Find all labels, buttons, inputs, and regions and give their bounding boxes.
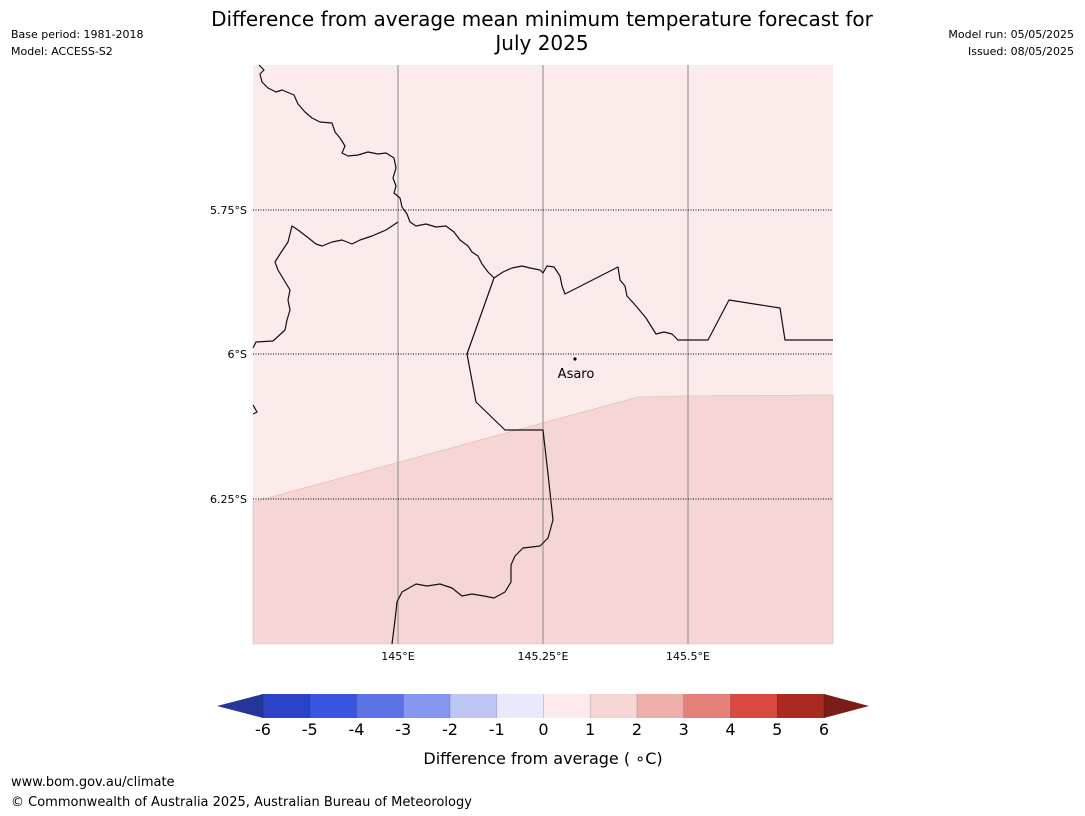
colorbar-tick-label: 5 <box>772 720 782 739</box>
town-marker-asaro <box>573 357 577 361</box>
metadata-left: Base period: 1981-2018 Model: ACCESS-S2 <box>11 26 143 60</box>
colorbar-ticks: -6 -5 -4 -3 -2 -1 0 1 2 3 4 5 6 <box>255 720 829 739</box>
colorbar-tick-label: -2 <box>442 720 458 739</box>
colorbar-swatch <box>777 694 825 718</box>
colorbar-tick-label: -1 <box>489 720 505 739</box>
colorbar-swatch <box>450 694 498 718</box>
lon-label: 145.5°E <box>666 650 710 663</box>
lon-label: 145.25°E <box>518 650 569 663</box>
model-text: Model: ACCESS-S2 <box>11 45 113 58</box>
colorbar-tick-label: -5 <box>302 720 318 739</box>
lat-label: 5.75°S <box>210 204 247 217</box>
colorbar-swatch <box>356 694 404 718</box>
colorbar-swatch <box>309 694 357 718</box>
model-run-text: Model run: 05/05/2025 <box>948 28 1074 41</box>
colorbar-swatch <box>637 694 685 718</box>
latitude-labels: 5.75°S 6°S 6.25°S <box>210 204 247 506</box>
colorbar-extend-max <box>824 694 869 718</box>
colorbar-tick-label: -6 <box>255 720 271 739</box>
colorbar-swatch <box>730 694 778 718</box>
colorbar-tick-label: -4 <box>349 720 365 739</box>
boundary-west-fragment <box>252 404 258 415</box>
map-title-line1: Difference from average mean minimum tem… <box>211 7 873 31</box>
colorbar-swatch <box>403 694 451 718</box>
colorbar-swatch <box>590 694 638 718</box>
colorbar-tick-label: 3 <box>679 720 689 739</box>
longitude-labels: 145°E 145.25°E 145.5°E <box>381 650 710 663</box>
colorbar-tick-label: 0 <box>538 720 548 739</box>
colorbar-tick-label: 6 <box>819 720 829 739</box>
footer-url: www.bom.gov.au/climate <box>11 775 175 790</box>
colorbar-swatch <box>263 694 311 718</box>
issued-text: Issued: 08/05/2025 <box>967 45 1074 58</box>
lat-label: 6.25°S <box>210 493 247 506</box>
boundary-west <box>252 221 399 349</box>
map-title-line2: July 2025 <box>495 31 589 55</box>
colorbar-swatch <box>496 694 544 718</box>
map-title: Difference from average mean minimum tem… <box>170 7 914 55</box>
forecast-map: Asaro <box>252 64 834 645</box>
footer-copyright: © Commonwealth of Australia 2025, Austra… <box>11 795 472 810</box>
colorbar-tick-label: -3 <box>395 720 411 739</box>
colorbar-tick-label: 1 <box>585 720 595 739</box>
colorbar-label: Difference from average ( ∘C) <box>423 749 662 768</box>
colorbar-swatch <box>683 694 731 718</box>
colorbar-tick-label: 4 <box>725 720 735 739</box>
boundary-north <box>258 64 495 279</box>
colorbar-extend-min <box>217 694 263 718</box>
boundary-east <box>493 265 833 341</box>
colorbar-tick-label: 2 <box>632 720 642 739</box>
metadata-right: Model run: 05/05/2025 Issued: 08/05/2025 <box>948 26 1074 60</box>
province-boundaries <box>252 64 833 645</box>
colorbar-swatches <box>217 694 869 718</box>
colorbar-swatch <box>543 694 591 718</box>
lat-label: 6°S <box>228 348 247 361</box>
boundary-south <box>391 277 554 645</box>
town-label-asaro: Asaro <box>558 367 595 382</box>
lon-label: 145°E <box>381 650 414 663</box>
colorbar-legend: -6 -5 -4 -3 -2 -1 0 1 2 3 4 5 6 Difference from aver… <box>217 694 869 768</box>
base-period-text: Base period: 1981-2018 <box>11 28 144 41</box>
